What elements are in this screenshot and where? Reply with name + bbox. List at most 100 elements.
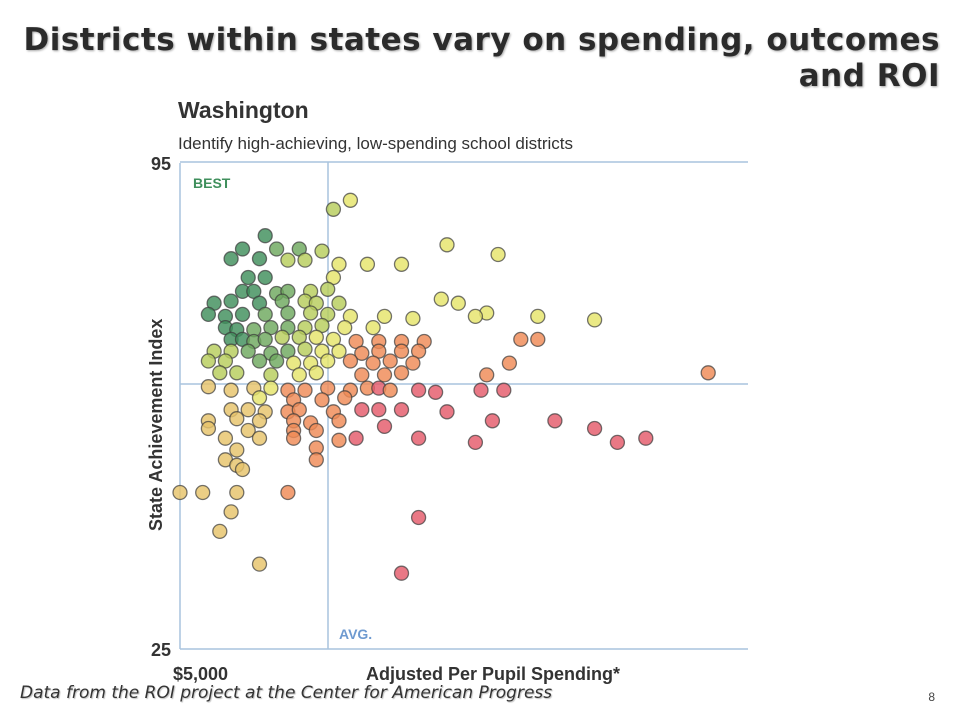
data-point-164 — [195, 484, 211, 501]
data-point-163 — [172, 484, 188, 501]
data-point-97 — [263, 367, 279, 383]
data-point-130 — [354, 402, 370, 418]
data-point-136 — [251, 413, 268, 429]
data-point-171 — [393, 565, 410, 581]
data-point-156 — [638, 430, 654, 446]
y-tick-label-min: 25 — [151, 640, 171, 660]
data-point-143 — [200, 420, 217, 437]
data-point-34 — [200, 306, 217, 323]
source-note: Data from the ROI project at the Center … — [20, 683, 553, 703]
y-axis-label: State Achievement Index — [146, 319, 166, 531]
data-point-149 — [251, 430, 268, 446]
data-point-56 — [365, 319, 381, 336]
data-point-6 — [314, 243, 330, 259]
data-point-14 — [439, 237, 455, 253]
data-point-147 — [376, 418, 393, 435]
data-point-157 — [229, 442, 245, 458]
data-point-98 — [291, 367, 307, 383]
data-point-119 — [496, 382, 512, 398]
data-point-11 — [331, 256, 347, 272]
data-point-146 — [308, 422, 324, 439]
data-point-37 — [257, 306, 273, 323]
slide-title: Districts within states vary on spending… — [23, 22, 940, 94]
data-point-61 — [274, 329, 290, 345]
data-point-102 — [393, 365, 410, 381]
data-point-8 — [251, 251, 268, 267]
data-point-142 — [586, 420, 603, 437]
data-point-36 — [234, 306, 251, 323]
data-point-96 — [229, 365, 245, 381]
data-point-0 — [342, 192, 359, 208]
data-point-170 — [251, 556, 268, 572]
data-point-38 — [280, 305, 296, 321]
data-point-3 — [234, 241, 251, 257]
data-point-135 — [229, 411, 245, 427]
data-point-166 — [280, 484, 296, 501]
data-point-94 — [501, 355, 518, 371]
data-point-133 — [439, 404, 455, 420]
data-point-42 — [376, 308, 393, 325]
data-point-91 — [365, 355, 381, 371]
data-point-7 — [223, 251, 239, 267]
data-point-115 — [382, 382, 398, 398]
data-point-169 — [410, 509, 427, 526]
data-point-60 — [257, 331, 273, 348]
data-point-90 — [342, 353, 359, 369]
data-point-141 — [547, 413, 563, 429]
data-point-120 — [251, 390, 268, 406]
data-point-15 — [490, 246, 506, 263]
data-point-150 — [285, 430, 302, 446]
x-axis-label: Adjusted Per Pupil Spending* — [366, 664, 620, 684]
data-point-83 — [200, 353, 217, 369]
data-point-155 — [609, 434, 626, 451]
data-point-1 — [325, 201, 342, 217]
data-point-33 — [450, 295, 466, 311]
best-quadrant-label: BEST — [193, 175, 231, 191]
data-point-93 — [405, 355, 421, 371]
data-point-125 — [240, 402, 256, 418]
data-point-151 — [331, 432, 347, 448]
data-point-144 — [240, 422, 256, 439]
data-point-47 — [586, 312, 603, 328]
data-point-13 — [393, 256, 410, 272]
data-point-162 — [234, 461, 251, 478]
chart-svg: Washington Identify high-achieving, low-… — [146, 97, 748, 684]
data-point-81 — [393, 343, 410, 359]
data-point-92 — [382, 353, 398, 369]
data-point-131 — [371, 402, 387, 418]
data-point-118 — [473, 382, 489, 398]
data-point-39 — [302, 305, 319, 321]
data-point-154 — [467, 434, 484, 451]
data-point-43 — [405, 310, 421, 327]
data-point-86 — [268, 353, 285, 369]
chart-subtitle: Identify high-achieving, low-spending sc… — [178, 134, 573, 153]
data-point-85 — [251, 353, 268, 369]
data-point-101 — [376, 367, 393, 383]
data-point-26 — [223, 293, 239, 309]
data-point-78 — [331, 343, 347, 359]
data-point-116 — [410, 382, 427, 398]
data-point-168 — [212, 523, 228, 540]
data-point-165 — [229, 484, 245, 501]
data-point-122 — [314, 392, 330, 408]
data-point-108 — [263, 380, 279, 396]
data-point-9 — [280, 252, 296, 268]
data-point-100 — [354, 367, 370, 383]
page-number: 8 — [928, 690, 935, 704]
chart-title: Washington — [178, 97, 309, 123]
data-point-79 — [354, 345, 370, 361]
data-point-104 — [700, 365, 716, 381]
data-point-10 — [297, 252, 313, 268]
data-point-99 — [308, 365, 324, 381]
data-point-105 — [200, 379, 217, 395]
data-point-123 — [337, 390, 353, 406]
data-point-24 — [320, 281, 336, 297]
data-point-46 — [530, 308, 546, 325]
data-point-76 — [297, 341, 313, 357]
data-point-103 — [479, 367, 495, 383]
data-point-69 — [513, 331, 529, 348]
data-point-148 — [217, 430, 234, 446]
data-point-32 — [433, 291, 449, 307]
y-tick-label-max: 95 — [151, 154, 171, 174]
data-point-167 — [223, 504, 239, 520]
